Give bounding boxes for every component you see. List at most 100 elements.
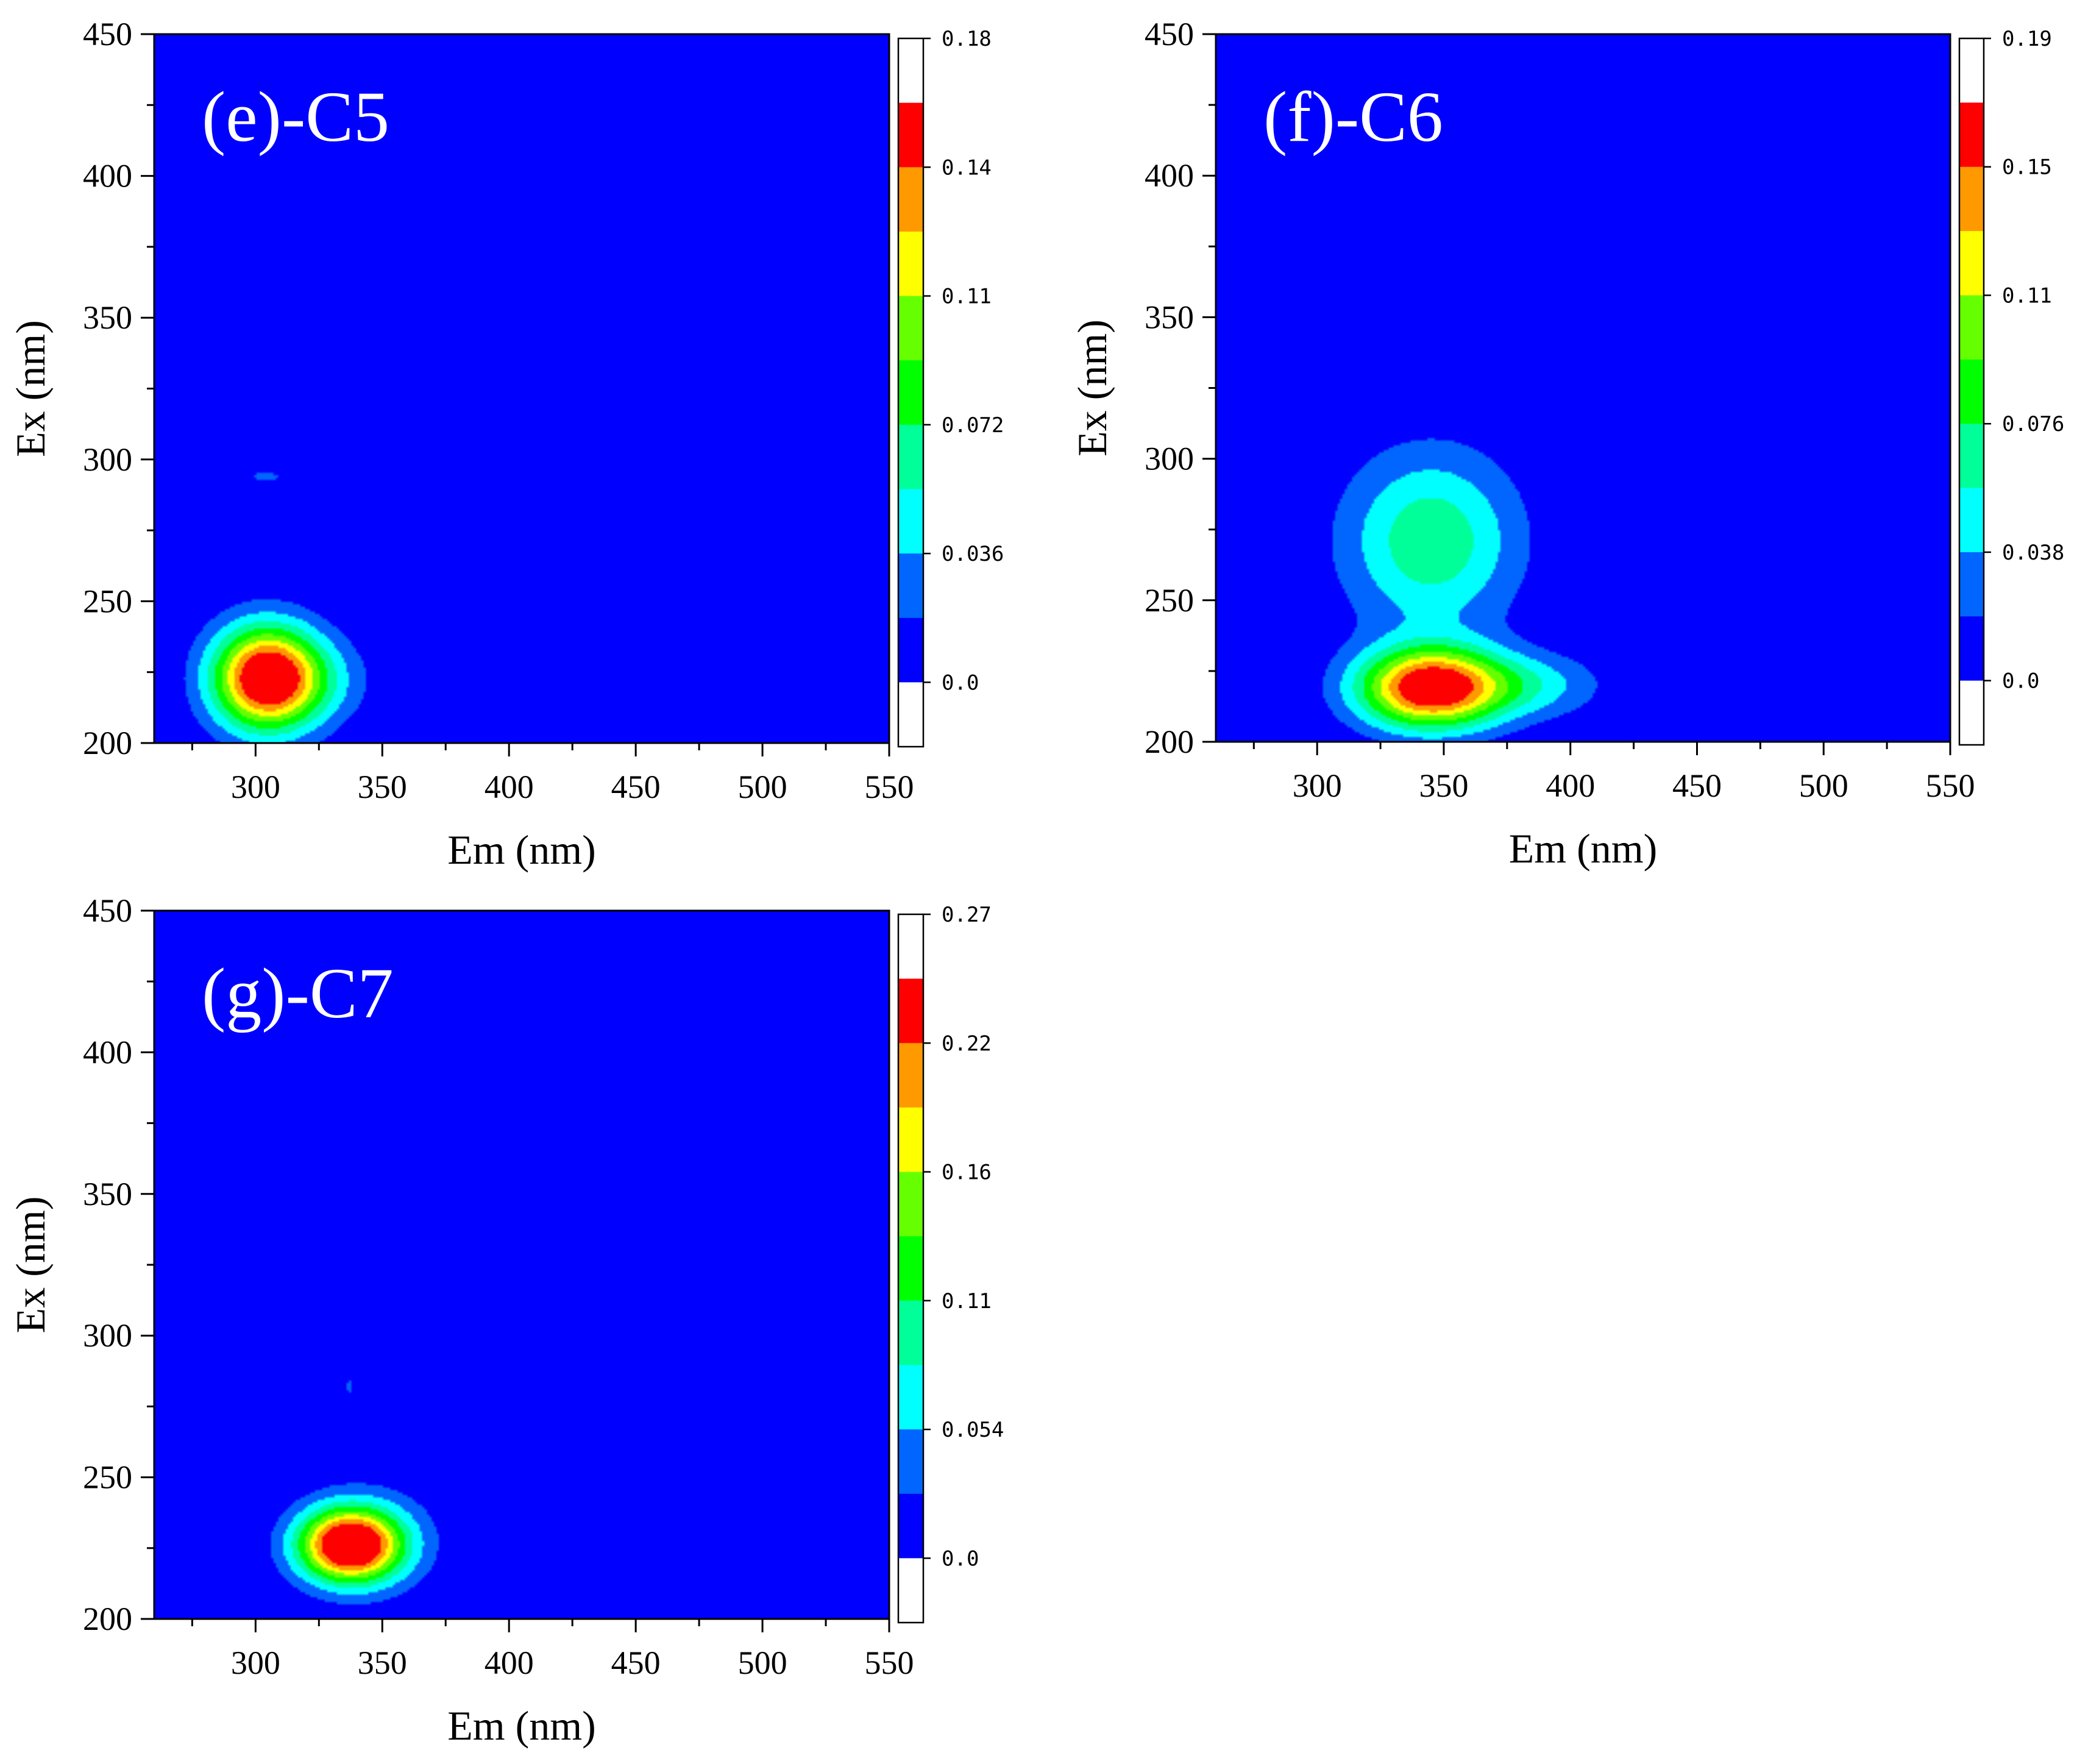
y-tick-label: 300	[1145, 441, 1194, 477]
colorbar-segment	[898, 167, 923, 232]
x-tick-label: 500	[738, 769, 787, 805]
x-tick-label: 350	[358, 1645, 407, 1681]
colorbar-tick-label: 0.15	[2002, 155, 2052, 180]
colorbar-tick-label: 0.0	[2002, 669, 2039, 694]
colorbar-segment	[1959, 295, 1984, 360]
y-tick-label: 300	[83, 441, 132, 478]
y-tick-label: 350	[83, 1176, 132, 1212]
colorbar-segment	[898, 978, 923, 1044]
colorbar: 0.0 0.038 0.076 0.11 0.15 0.19	[1958, 27, 2064, 746]
colorbar: 0.0 0.054 0.11 0.16 0.22 0.27	[897, 903, 1004, 1624]
y-axis-title: Ex (nm)	[7, 1197, 54, 1334]
colorbar-segment	[898, 1365, 923, 1430]
colorbar-tick-label: 0.076	[2002, 412, 2064, 436]
y-tick-label: 250	[83, 1459, 132, 1496]
y-tick-label: 400	[1145, 157, 1194, 194]
x-axis-title: Em (nm)	[447, 827, 596, 873]
colorbar-segment	[898, 617, 923, 683]
y-tick-label: 300	[83, 1317, 132, 1354]
x-tick-label: 300	[1293, 767, 1342, 804]
x-tick-label: 400	[485, 1645, 534, 1681]
colorbar-tick-label: 0.18	[942, 27, 992, 51]
colorbar-segment	[898, 231, 923, 297]
contour-field	[154, 34, 889, 743]
colorbar-segment	[1959, 166, 1984, 232]
colorbar-segment	[898, 1558, 923, 1623]
colorbar-segment	[898, 1300, 923, 1365]
panel-title: (g)-C7	[202, 953, 394, 1033]
colorbar-tick-label: 0.11	[942, 1289, 992, 1314]
x-tick-label: 300	[231, 1645, 280, 1681]
colorbar-tick-label: 0.16	[942, 1161, 992, 1185]
colorbar-segment	[898, 914, 923, 980]
colorbar-tick-label: 0.27	[942, 903, 992, 927]
colorbar-tick-label: 0.054	[942, 1418, 1004, 1442]
x-axis-title: Em (nm)	[1509, 825, 1658, 872]
x-tick-label: 550	[865, 1645, 914, 1681]
panel-title: (f)-C6	[1263, 77, 1443, 157]
colorbar-segment	[898, 1043, 923, 1108]
colorbar-segment	[1959, 102, 1984, 168]
colorbar-tick-label: 0.22	[942, 1031, 992, 1056]
y-tick-label: 350	[1145, 299, 1194, 335]
colorbar-segment	[898, 553, 923, 619]
colorbar-tick-label: 0.11	[942, 285, 992, 309]
colorbar-segment	[1959, 424, 1984, 489]
colorbar-segment	[1959, 552, 1984, 617]
x-tick-label: 550	[865, 769, 914, 805]
colorbar-frame	[897, 913, 925, 1624]
y-tick-label: 450	[1145, 16, 1194, 52]
colorbar-segment	[1959, 616, 1984, 681]
y-axis-title: Ex (nm)	[7, 320, 54, 457]
colorbar-segment	[898, 102, 923, 168]
colorbar-tick-label: 0.038	[2002, 541, 2064, 565]
colorbar-segment	[1959, 680, 1984, 745]
x-tick-label: 400	[1546, 767, 1595, 804]
contour-field	[1216, 34, 1950, 742]
x-tick-label: 400	[485, 769, 534, 805]
colorbar-tick-label: 0.14	[942, 155, 992, 180]
x-tick-label: 500	[1799, 767, 1848, 804]
y-tick-label: 450	[83, 16, 132, 52]
colorbar-frame	[897, 37, 925, 748]
x-tick-label: 550	[1926, 767, 1975, 804]
colorbar-segment	[1959, 231, 1984, 296]
colorbar-segment	[898, 424, 923, 489]
contour-field	[154, 911, 889, 1619]
x-tick-label: 350	[358, 769, 407, 805]
x-tick-label: 450	[611, 769, 661, 805]
colorbar-tick-label: 0.19	[2002, 27, 2052, 51]
x-tick-label: 350	[1419, 767, 1468, 804]
colorbar-segment	[898, 38, 923, 104]
y-tick-label: 200	[1145, 724, 1194, 760]
y-axis-title: Ex (nm)	[1069, 319, 1115, 457]
colorbar-segment	[898, 360, 923, 425]
x-tick-label: 450	[1672, 767, 1722, 804]
colorbar: 0.0 0.036 0.072 0.11 0.14 0.18	[897, 27, 1004, 748]
y-tick-label: 250	[1145, 582, 1194, 619]
y-tick-label: 250	[83, 583, 132, 619]
colorbar-segment	[1959, 38, 1984, 103]
colorbar-segment	[898, 1236, 923, 1301]
colorbar-segment	[898, 1107, 923, 1173]
panel-title: (e)-C5	[202, 77, 389, 157]
y-tick-label: 400	[83, 158, 132, 194]
x-tick-label: 300	[231, 769, 280, 805]
y-tick-label: 350	[83, 299, 132, 336]
y-tick-label: 200	[83, 725, 132, 761]
colorbar-segment	[1959, 488, 1984, 553]
x-axis-title: Em (nm)	[447, 1702, 596, 1749]
colorbar-frame	[1958, 37, 1985, 746]
colorbar-tick-label: 0.0	[942, 1546, 979, 1571]
colorbar-segment	[898, 489, 923, 554]
colorbar-tick-label: 0.072	[942, 413, 1004, 438]
x-tick-label: 500	[738, 1645, 787, 1681]
y-tick-label: 400	[83, 1034, 132, 1070]
colorbar-segment	[898, 296, 923, 361]
colorbar-tick-label: 0.036	[942, 542, 1004, 566]
colorbar-segment	[1959, 359, 1984, 424]
y-tick-label: 200	[83, 1601, 132, 1637]
colorbar-segment	[898, 1172, 923, 1237]
eem-panel-3: (g)-C7 300 350 400 450 500 550 200 250 300 350 400 4…	[7, 892, 1004, 1749]
